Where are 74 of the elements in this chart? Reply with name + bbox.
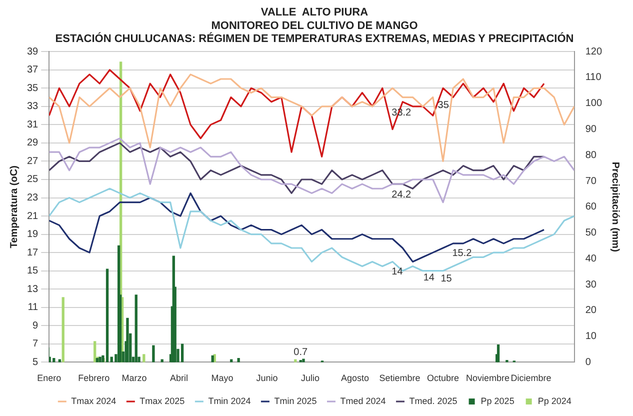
bar — [496, 344, 500, 362]
y-tick-label: 5 — [32, 356, 39, 368]
y2-tick-label: 30 — [585, 279, 597, 290]
y-tick-label: 27 — [27, 156, 39, 167]
y-tick-label: 23 — [27, 192, 39, 204]
x-tick-label: Octubre — [427, 373, 460, 384]
y2-tick-label: 20 — [585, 305, 597, 316]
y-tick-label: 19 — [27, 229, 39, 240]
y2-tick-label: 60 — [585, 202, 597, 213]
y2-tick-label: 80 — [585, 150, 597, 161]
x-tick-label: Marzo — [122, 373, 147, 384]
annotation: 14 — [392, 266, 404, 278]
bar — [237, 358, 240, 362]
bar — [98, 356, 102, 362]
y-axis-title: Temperatura (oC) — [8, 166, 20, 248]
y-tick-label: 11 — [28, 302, 39, 314]
y2-tick-label: 0 — [585, 356, 592, 368]
y-tick-label: 33 — [27, 101, 39, 112]
y-tick-label: 21 — [27, 210, 39, 222]
legend-label: Tmed. 2025 — [409, 396, 458, 406]
y-tick-label: 17 — [27, 247, 39, 258]
legend-label: Tmax 2024 — [71, 396, 116, 406]
legend-label: Tmin 2024 — [208, 396, 251, 406]
annotation: 24.2 — [392, 190, 412, 201]
y2-tick-label: 110 — [585, 72, 602, 84]
data-label: 0.7 — [294, 347, 308, 358]
legend-label: Tmin 2025 — [274, 396, 317, 406]
x-tick-label: Mayo — [211, 373, 234, 384]
y-tick-label: 39 — [27, 46, 39, 58]
legend-label: Tmed 2024 — [340, 396, 386, 406]
bar — [106, 268, 109, 362]
chart-subtitle: MONITOREO DEL CULTIVO DE MANGO ESTACIÓN CHULUCANAS: RÉGIMEN DE TEMPERATURAS EXTREMAS, MEDIAS Y PRECIPITACIÓN — [55, 20, 574, 46]
y2-tick-label: 120 — [585, 46, 602, 58]
x-tick-label: Febrero — [78, 373, 110, 384]
x-tick-label: Noviembre — [466, 373, 510, 384]
bar — [62, 297, 64, 362]
x-tick-label: Setiembre — [379, 373, 420, 384]
y-tick-label: 31 — [27, 119, 39, 130]
x-tick-label: Junio — [256, 373, 278, 384]
y2-axis-title: Precipitación (mm) — [609, 162, 620, 252]
annotation: 14 — [423, 272, 435, 284]
y2-tick-label: 10 — [585, 331, 597, 342]
bar — [152, 345, 155, 362]
legend-label: Pp 2024 — [538, 396, 572, 406]
x-tick-label: Julio — [301, 373, 320, 384]
y-tick-label: 25 — [27, 174, 39, 186]
y-tick-label: 9 — [32, 320, 39, 332]
bar — [302, 358, 305, 362]
annotation: 15.2 — [452, 248, 472, 260]
y-tick-label: 15 — [27, 266, 39, 277]
x-tick-label: Abril — [170, 373, 188, 384]
y2-tick-label: 90 — [585, 124, 597, 135]
chart-title: VALLE ALTO PIURA — [260, 6, 368, 19]
x-tick-label: Agosto — [340, 373, 370, 384]
y-tick-label: 7 — [32, 338, 39, 350]
x-tick-label: Enero — [37, 373, 62, 384]
bar — [134, 294, 138, 362]
legend-label: Pp 2025 — [480, 396, 514, 406]
bar — [180, 344, 184, 362]
y-tick-label: 35 — [27, 82, 39, 94]
bar — [94, 341, 96, 362]
y2-tick-label: 70 — [585, 176, 597, 187]
annotation: 15 — [440, 274, 452, 285]
x-tick-label: Diciembre — [510, 373, 552, 384]
y2-tick-label: 100 — [585, 98, 602, 110]
y-tick-label: 13 — [27, 284, 39, 295]
y2-tick-label: 50 — [585, 228, 597, 239]
annotation: 35 — [438, 100, 450, 112]
y-tick-label: 37 — [27, 64, 39, 76]
bar — [126, 318, 129, 362]
bar — [142, 354, 146, 362]
y-tick-label: 29 — [27, 138, 39, 149]
y2-tick-label: 40 — [585, 253, 597, 264]
legend-label: Tmax 2025 — [140, 396, 185, 406]
